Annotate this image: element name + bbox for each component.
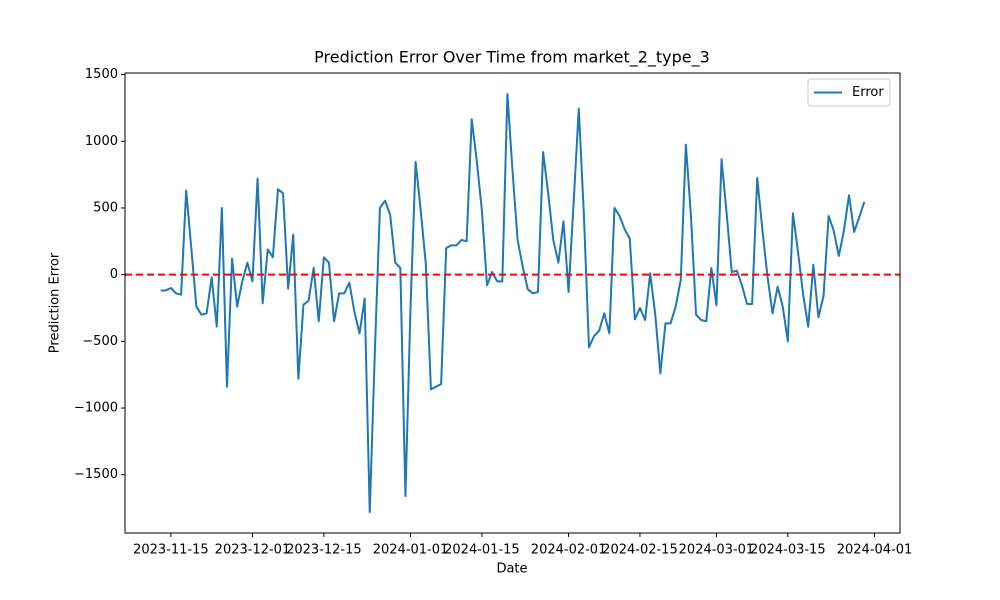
legend-box	[807, 78, 891, 107]
y-tick-label: −500	[82, 334, 118, 349]
y-tick-label: 500	[93, 200, 118, 215]
y-tick-label: 0	[110, 267, 118, 282]
y-tick-label: −1000	[74, 401, 118, 416]
data-line	[160, 92, 866, 514]
x-tick-label: 2023-12-15	[286, 543, 362, 558]
y-tick-label: 1500	[85, 67, 118, 82]
legend-label: Error	[852, 85, 884, 100]
plot-frame	[124, 72, 901, 534]
x-tick-label: 2023-12-01	[215, 543, 291, 558]
x-tick-label: 2024-01-01	[373, 543, 449, 558]
y-tick-label: 1000	[85, 134, 118, 149]
x-tick-label: 2023-11-15	[133, 543, 209, 558]
chart-title: Prediction Error Over Time from market_2…	[314, 48, 710, 68]
y-axis-label: Prediction Error	[48, 252, 63, 353]
x-tick-label: 2024-03-15	[750, 543, 826, 558]
x-tick-label: 2024-01-15	[444, 543, 520, 558]
y-tick-label: −1500	[74, 467, 118, 482]
x-tick-label: 2024-04-01	[837, 543, 913, 558]
x-tick-label: 2024-02-01	[531, 543, 607, 558]
x-axis-label: Date	[496, 562, 527, 577]
x-tick-label: 2024-03-01	[679, 543, 755, 558]
x-tick-label: 2024-02-15	[602, 543, 678, 558]
